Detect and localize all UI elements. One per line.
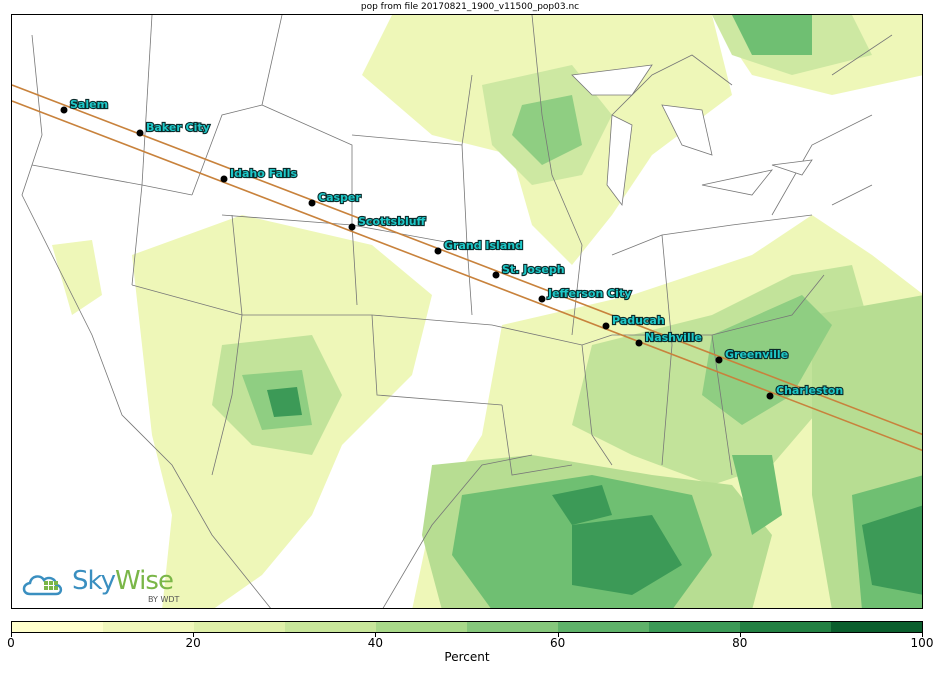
city-marker: Jefferson City [538, 286, 632, 303]
city-dot [492, 271, 500, 279]
city-label: Idaho Falls [230, 167, 297, 180]
city-marker: Greenville [715, 347, 789, 364]
city-marker: Casper [308, 190, 362, 207]
colorbar-segment [12, 622, 103, 632]
great-lakes [571, 64, 813, 207]
city-dot [434, 247, 442, 255]
city-label: Grand Island [444, 239, 523, 252]
cloud-grid-icon [22, 575, 63, 596]
colorbar-ticks [11, 633, 923, 643]
city-dot [308, 199, 316, 207]
colorbar-segment [467, 622, 558, 632]
city-label: Casper [318, 191, 361, 204]
city-dot [635, 339, 643, 347]
logo-byline: BY WDT [148, 595, 180, 604]
city-label: Paducah [612, 314, 665, 327]
colorbar-tick-label: 80 [732, 636, 748, 650]
colorbar-tick-label: 20 [185, 636, 201, 650]
city-marker: Charleston [766, 383, 844, 400]
city-dot [136, 129, 144, 137]
city-marker: Scottsbluff [348, 214, 427, 231]
city-marker: Nashville [635, 330, 703, 347]
pop-field-layer [52, 15, 922, 608]
city-label: Jefferson City [547, 287, 631, 300]
city-marker: Grand Island [434, 238, 524, 255]
city-marker: Salem [60, 97, 109, 114]
colorbar-segment [376, 622, 467, 632]
colorbar-tick-label: 40 [367, 636, 384, 650]
eclipse-path-south-line [12, 100, 922, 452]
colorbar-tick [11, 633, 12, 637]
colorbar [11, 621, 923, 633]
city-dot [348, 223, 356, 231]
city-marker: Baker City [136, 120, 211, 137]
colorbar-tick-label: 0 [7, 636, 15, 650]
boundary-layer [21, 15, 893, 608]
city-label: Scottsbluff [358, 215, 426, 228]
logo-wordmark: SkyWise [72, 566, 174, 596]
skywise-logo: SkyWise BY WDT [22, 566, 197, 606]
colorbar-tick [558, 633, 559, 637]
city-dot [715, 356, 723, 364]
city-marker: Idaho Falls [220, 166, 299, 183]
map-canvas: Salem Baker City Idaho Falls Casper Scottsbl… [12, 15, 922, 608]
colorbar-tick [922, 633, 923, 637]
colorbar-segment [831, 622, 922, 632]
city-marker: Paducah [602, 313, 666, 330]
city-label: Nashville [645, 331, 702, 344]
eclipse-path [12, 84, 922, 452]
colorbar-tick [193, 633, 194, 637]
colorbar-segment [103, 622, 194, 632]
colorbar-segment [194, 622, 285, 632]
city-label: St. Joseph [502, 263, 565, 276]
city-label: Salem [70, 98, 108, 111]
city-dot [220, 175, 228, 183]
colorbar-tick-label: 100 [910, 636, 934, 650]
city-label: Baker City [146, 121, 210, 134]
eclipse-path-north-line [12, 84, 922, 436]
city-markers: Salem Baker City Idaho Falls Casper Scottsbl… [60, 97, 844, 400]
colorbar-tick-label: 60 [549, 636, 566, 650]
colorbar-segment [558, 622, 649, 632]
city-marker: St. Joseph [492, 262, 566, 279]
colorbar-label: Percent [444, 650, 490, 664]
map-panel: Salem Baker City Idaho Falls Casper Scottsbl… [11, 14, 923, 609]
colorbar-segment [649, 622, 740, 632]
colorbar-segment [740, 622, 831, 632]
city-label: Greenville [725, 348, 788, 361]
city-label: Charleston [776, 384, 843, 397]
city-dot [60, 106, 68, 114]
city-dot [538, 295, 546, 303]
city-dot [602, 322, 610, 330]
colorbar-tick [740, 633, 741, 637]
colorbar-tick [375, 633, 376, 637]
city-dot [766, 392, 774, 400]
map-title: pop from file 20170821_1900_v11500_pop03… [360, 2, 580, 12]
colorbar-segment [285, 622, 376, 632]
